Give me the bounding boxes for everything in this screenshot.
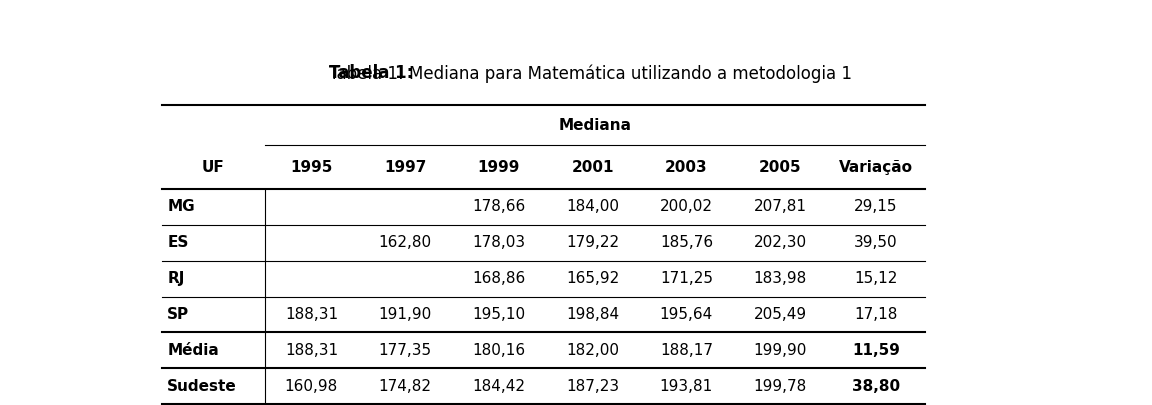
Text: 2003: 2003 xyxy=(665,160,707,175)
Text: 177,35: 177,35 xyxy=(379,343,432,358)
Text: 179,22: 179,22 xyxy=(566,235,619,250)
Text: 188,31: 188,31 xyxy=(285,307,338,322)
Text: UF: UF xyxy=(202,160,225,175)
Text: 39,50: 39,50 xyxy=(855,235,897,250)
Text: SP: SP xyxy=(167,307,189,322)
Text: 1995: 1995 xyxy=(290,160,333,175)
Text: 174,82: 174,82 xyxy=(379,379,432,394)
Text: 193,81: 193,81 xyxy=(660,379,713,394)
Text: 199,90: 199,90 xyxy=(753,343,806,358)
Text: 168,86: 168,86 xyxy=(472,271,525,286)
Text: 180,16: 180,16 xyxy=(472,343,525,358)
Text: 2001: 2001 xyxy=(571,160,614,175)
Text: 202,30: 202,30 xyxy=(753,235,806,250)
Text: Tabela 1: Mediana para Matemática utilizando a metodologia 1: Tabela 1: Mediana para Matemática utiliz… xyxy=(329,64,851,83)
Text: 17,18: 17,18 xyxy=(855,307,897,322)
Text: 38,80: 38,80 xyxy=(852,379,900,394)
Text: 2005: 2005 xyxy=(759,160,802,175)
Text: ES: ES xyxy=(167,235,189,250)
Text: 184,42: 184,42 xyxy=(472,379,525,394)
Text: 195,64: 195,64 xyxy=(660,307,713,322)
Text: 185,76: 185,76 xyxy=(660,235,713,250)
Text: 184,00: 184,00 xyxy=(566,199,619,214)
Text: 29,15: 29,15 xyxy=(855,199,897,214)
Text: 199,78: 199,78 xyxy=(753,379,806,394)
Text: RJ: RJ xyxy=(167,271,184,286)
Text: 187,23: 187,23 xyxy=(566,379,619,394)
Text: 11,59: 11,59 xyxy=(852,343,900,358)
Text: 183,98: 183,98 xyxy=(753,271,806,286)
Text: Sudeste: Sudeste xyxy=(167,379,237,394)
Text: MG: MG xyxy=(167,199,195,214)
Text: 160,98: 160,98 xyxy=(285,379,338,394)
Text: 1999: 1999 xyxy=(478,160,520,175)
Text: 198,84: 198,84 xyxy=(566,307,619,322)
Text: 165,92: 165,92 xyxy=(566,271,620,286)
Text: 178,66: 178,66 xyxy=(472,199,525,214)
Text: 200,02: 200,02 xyxy=(660,199,713,214)
Text: 188,17: 188,17 xyxy=(660,343,713,358)
Text: 207,81: 207,81 xyxy=(753,199,806,214)
Text: 178,03: 178,03 xyxy=(472,235,525,250)
Text: Mediana: Mediana xyxy=(559,117,631,132)
Text: 1997: 1997 xyxy=(384,160,426,175)
Text: 191,90: 191,90 xyxy=(379,307,432,322)
Text: 182,00: 182,00 xyxy=(566,343,619,358)
Text: 188,31: 188,31 xyxy=(285,343,338,358)
Text: 171,25: 171,25 xyxy=(660,271,713,286)
Text: Tabela 1:: Tabela 1: xyxy=(329,64,414,82)
Text: 205,49: 205,49 xyxy=(753,307,806,322)
Text: 162,80: 162,80 xyxy=(379,235,432,250)
Text: Variação: Variação xyxy=(839,160,914,175)
Text: 15,12: 15,12 xyxy=(855,271,897,286)
Text: Média: Média xyxy=(167,343,219,358)
Text: 195,10: 195,10 xyxy=(472,307,525,322)
